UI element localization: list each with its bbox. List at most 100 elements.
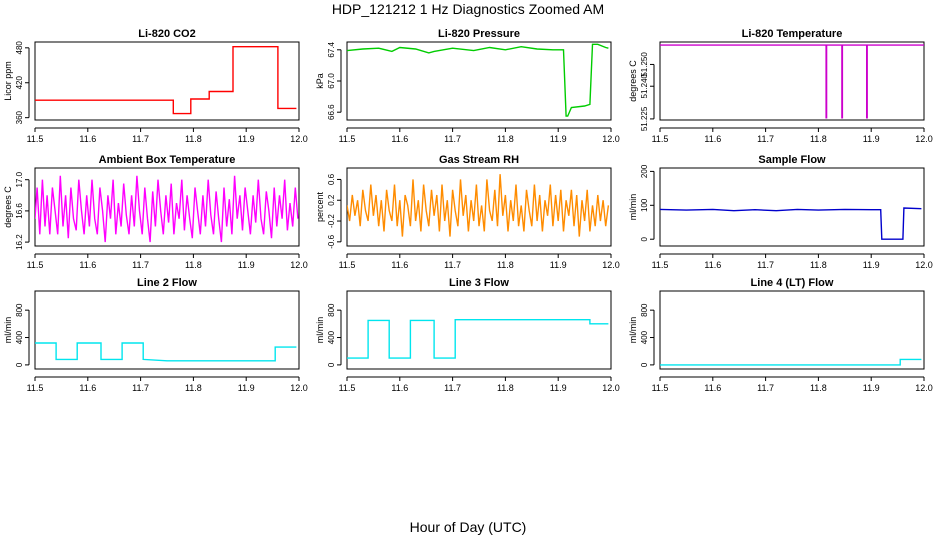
x-tick-label: 11.5 <box>27 260 44 270</box>
plot-frame <box>34 167 300 247</box>
y-tick-label: -0.6 <box>327 234 336 248</box>
series-line <box>660 207 922 240</box>
x-tick-label: 12.0 <box>290 134 308 144</box>
x-tick-label: 11.6 <box>79 134 96 144</box>
x-tick-label: 11.6 <box>704 260 721 270</box>
chart-panel-li-820-temperature: Li-820 Temperature degrees C 11.5 11.6 11.7 1… <box>628 28 933 144</box>
x-tick-label: 11.7 <box>757 260 774 270</box>
x-tick-label: 11.6 <box>704 383 721 393</box>
chart-panel-line-3-flow: Line 3 Flow ml/min 11.5 11.6 11.7 11.8 11.9 12.… <box>315 277 620 393</box>
plot-frame <box>346 167 612 247</box>
y-tick-label: 800 <box>15 303 24 317</box>
series-line <box>35 46 297 115</box>
y-axis-label: degrees C <box>3 186 13 228</box>
y-tick-label: 100 <box>640 198 649 212</box>
chart-panel-line-4-lt-flow: Line 4 (LT) Flow ml/min 11.5 11.6 11.7 11.8 11… <box>628 277 933 393</box>
y-axis-label: ml/min <box>3 317 13 344</box>
y-axis-label: degrees C <box>628 60 638 102</box>
plot-frame <box>34 290 300 370</box>
y-tick-label: 480 <box>15 41 24 55</box>
x-tick-label: 11.7 <box>132 134 149 144</box>
x-tick-label: 11.8 <box>810 134 827 144</box>
plot-frame <box>659 290 925 370</box>
x-tick-label: 11.5 <box>339 260 356 270</box>
y-axis-label: percent <box>315 191 325 222</box>
panel-title: Line 4 (LT) Flow <box>751 277 834 289</box>
x-tick-label: 11.5 <box>27 383 44 393</box>
y-tick-label: 0.6 <box>327 173 336 185</box>
x-tick-label: 11.9 <box>238 383 255 393</box>
x-tick-label: 12.0 <box>915 134 933 144</box>
x-tick-label: 11.6 <box>391 260 408 270</box>
plot-frame <box>659 41 925 121</box>
x-tick-label: 11.9 <box>863 383 880 393</box>
x-tick-label: 11.7 <box>132 260 149 270</box>
y-tick-label: 400 <box>15 330 24 344</box>
chart-panel-li-820-pressure: Li-820 Pressure kPa 11.5 11.6 11.7 11.8 11.9 12… <box>315 28 620 144</box>
y-axis-label: kPa <box>315 73 325 89</box>
y-tick-label: 0 <box>327 362 336 367</box>
figure-title: HDP_121212 1 Hz Diagnostics Zoomed AM <box>332 1 604 17</box>
x-tick-label: 11.6 <box>391 383 408 393</box>
chart-panel-line-2-flow: Line 2 Flow ml/min 11.5 11.6 11.7 11.8 11.9 12.… <box>3 277 308 393</box>
x-tick-label: 11.7 <box>132 383 149 393</box>
x-tick-label: 11.8 <box>497 134 514 144</box>
chart-panel-li-820-co2: Li-820 CO2 Licor ppm 11.5 11.6 11.7 11.8 11.9 1… <box>3 28 308 144</box>
y-tick-label: 400 <box>327 330 336 344</box>
x-tick-label: 12.0 <box>602 260 620 270</box>
x-tick-label: 11.6 <box>704 134 721 144</box>
x-tick-label: 11.9 <box>238 134 255 144</box>
x-tick-label: 11.5 <box>339 134 356 144</box>
panel-title: Sample Flow <box>758 154 826 166</box>
x-tick-label: 11.8 <box>810 260 827 270</box>
x-tick-label: 11.7 <box>444 134 461 144</box>
x-tick-label: 11.7 <box>757 134 774 144</box>
x-tick-label: 11.6 <box>79 260 96 270</box>
x-tick-label: 11.9 <box>863 134 880 144</box>
chart-panel-sample-flow: Sample Flow ml/min 11.5 11.6 11.7 11.8 11.9 12.… <box>628 154 933 270</box>
y-tick-label: 800 <box>640 303 649 317</box>
x-tick-label: 11.6 <box>391 134 408 144</box>
series-line <box>35 342 297 362</box>
panel-title: Gas Stream RH <box>439 154 519 166</box>
chart-panel-gas-stream-rh: Gas Stream RH percent 11.5 11.6 11.7 11.8 11.9… <box>315 154 620 270</box>
x-tick-label: 12.0 <box>290 260 308 270</box>
x-tick-label: 11.8 <box>185 260 202 270</box>
plot-frame <box>34 41 300 121</box>
x-tick-label: 11.9 <box>863 260 880 270</box>
y-axis-label: ml/min <box>628 194 638 221</box>
x-tick-label: 11.7 <box>757 383 774 393</box>
y-tick-label: 67.4 <box>327 41 336 57</box>
y-axis-label: ml/min <box>315 317 325 344</box>
y-axis-label: Licor ppm <box>3 61 13 101</box>
x-tick-label: 11.5 <box>339 383 356 393</box>
x-tick-label: 11.6 <box>79 383 96 393</box>
panel-title: Ambient Box Temperature <box>99 154 236 166</box>
y-tick-label: 0 <box>15 362 24 367</box>
y-tick-label: 16.2 <box>15 234 24 250</box>
x-tick-label: 12.0 <box>915 260 933 270</box>
x-tick-label: 11.8 <box>185 134 202 144</box>
x-tick-label: 11.9 <box>238 260 255 270</box>
panel-title: Line 2 Flow <box>137 277 197 289</box>
series-line <box>347 174 610 237</box>
x-tick-label: 11.7 <box>444 260 461 270</box>
y-tick-label: 0 <box>640 362 649 367</box>
plot-frame <box>346 41 612 121</box>
x-tick-label: 12.0 <box>602 134 620 144</box>
panel-grid: Li-820 CO2 Licor ppm 11.5 11.6 11.7 11.8 11.9 1… <box>3 28 933 393</box>
series-line <box>347 319 609 359</box>
x-tick-label: 11.8 <box>497 383 514 393</box>
y-tick-label: 51.250 <box>640 52 649 77</box>
x-tick-label: 11.5 <box>652 383 669 393</box>
x-tick-label: 11.8 <box>810 383 827 393</box>
panel-title: Li-820 Temperature <box>742 28 843 40</box>
x-tick-label: 12.0 <box>915 383 933 393</box>
x-tick-label: 12.0 <box>290 383 308 393</box>
x-tick-label: 12.0 <box>602 383 620 393</box>
plot-frame <box>659 167 925 247</box>
y-tick-label: 360 <box>15 110 24 124</box>
series-line <box>35 175 299 243</box>
y-tick-label: 800 <box>327 303 336 317</box>
x-tick-label: 11.8 <box>497 260 514 270</box>
